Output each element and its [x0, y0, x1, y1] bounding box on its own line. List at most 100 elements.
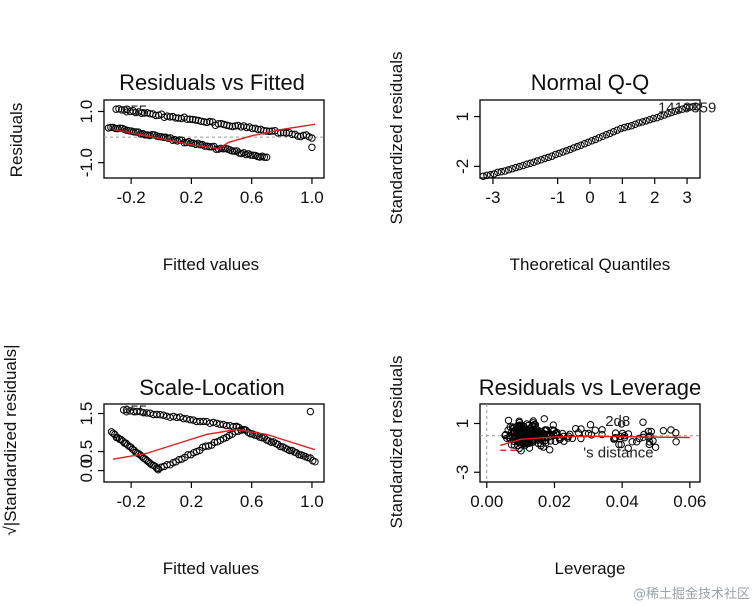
data-point: [577, 141, 585, 149]
y-tick-label: 1: [453, 419, 472, 428]
data-point: [566, 145, 574, 154]
data-point: [159, 411, 168, 419]
data-point: [664, 110, 672, 118]
data-point: [577, 425, 585, 433]
data-point: [186, 416, 194, 424]
panel-normal-qq: Normal Q-Q Theoretical Quantiles Standar…: [387, 52, 716, 274]
data-point: [646, 116, 654, 124]
data-point: [140, 109, 149, 117]
data-point: [486, 171, 495, 179]
plot-frame: [103, 99, 325, 179]
data-point: [166, 113, 174, 121]
data-point: [559, 148, 567, 156]
data-point: [525, 429, 533, 438]
cooks-distance-label: 's distance: [583, 445, 653, 462]
data-point: [308, 143, 316, 152]
data-point: [228, 147, 237, 155]
x-tick-label: 0.06: [673, 492, 706, 511]
data-point: [580, 140, 589, 148]
data-point: [635, 119, 643, 127]
data-point: [606, 129, 614, 138]
data-point: [635, 434, 643, 443]
data-point: [497, 168, 505, 176]
data-point: [174, 114, 183, 122]
outlier-label: 2d8: [605, 413, 630, 430]
data-point: [588, 137, 596, 145]
data-point: [274, 440, 282, 449]
data-point: [586, 421, 595, 429]
y-tick-label: -1.0: [77, 148, 96, 177]
data-point: [550, 431, 558, 439]
data-point: [521, 441, 529, 449]
data-point: [501, 431, 510, 439]
panel-scale-location: Scale-Location Fitted values √|Standardi…: [1, 344, 325, 578]
y-axis-label: Standardized residuals: [387, 52, 406, 225]
y-tick-label: 0.5: [77, 440, 96, 464]
data-point: [639, 418, 647, 426]
data-point: [624, 444, 632, 452]
data-point: [587, 431, 596, 439]
data-point: [292, 449, 301, 457]
data-point: [617, 440, 625, 449]
data-point: [546, 446, 554, 454]
data-point: [504, 416, 513, 425]
data-point: [186, 115, 194, 123]
data-point: [479, 172, 487, 181]
data-point: [566, 430, 574, 438]
data-point: [501, 167, 509, 175]
data-point: [504, 166, 513, 174]
x-axis-label: Fitted values: [163, 559, 259, 578]
data-point: [130, 128, 138, 136]
chart-title: Residuals vs Leverage: [479, 375, 702, 400]
x-tick-label: 0.04: [606, 492, 639, 511]
data-point: [276, 442, 285, 451]
data-point: [544, 153, 553, 162]
x-tick-label: 1.0: [300, 492, 324, 511]
data-point: [515, 428, 523, 436]
data-point: [172, 114, 180, 122]
data-point: [214, 120, 223, 128]
data-point: [156, 411, 164, 419]
y-tick-label: 0.0: [77, 459, 96, 483]
smooth-line: [112, 123, 316, 150]
x-tick-label: -1: [550, 188, 565, 207]
data-point: [183, 415, 191, 423]
data-point: [308, 134, 316, 142]
x-tick-label: 0.00: [470, 492, 503, 511]
y-tick-label: 1.0: [77, 100, 96, 124]
data-point: [183, 115, 191, 123]
chart-title: Normal Q-Q: [531, 70, 650, 95]
data-point: [262, 127, 271, 135]
data-point: [555, 149, 563, 158]
data-point: [540, 415, 548, 423]
data-point: [246, 430, 255, 438]
data-point: [642, 117, 650, 125]
data-point: [609, 128, 618, 136]
data-point: [627, 122, 636, 130]
data-point: [689, 103, 697, 111]
data-point: [613, 126, 621, 134]
data-point: [651, 443, 660, 451]
data-point: [667, 426, 675, 434]
data-point: [675, 106, 683, 114]
data-point: [294, 132, 302, 140]
data-point: [506, 423, 514, 431]
data-point: [620, 123, 629, 132]
data-point: [548, 152, 556, 160]
data-point: [137, 109, 146, 118]
data-point: [602, 131, 610, 139]
y-axis-label: √|Standardized residuals|: [1, 344, 20, 535]
data-point: [209, 418, 218, 427]
data-point: [591, 426, 599, 434]
data-point: [562, 147, 571, 155]
data-point: [225, 122, 234, 130]
data-point: [219, 420, 228, 429]
data-point: [521, 431, 529, 439]
plot-frame: [103, 403, 325, 483]
data-point: [258, 434, 266, 442]
data-point: [549, 421, 557, 429]
data-point: [577, 434, 585, 443]
chart-title: Residuals vs Fitted: [119, 70, 305, 95]
data-point: [134, 128, 143, 136]
data-point: [660, 111, 668, 119]
